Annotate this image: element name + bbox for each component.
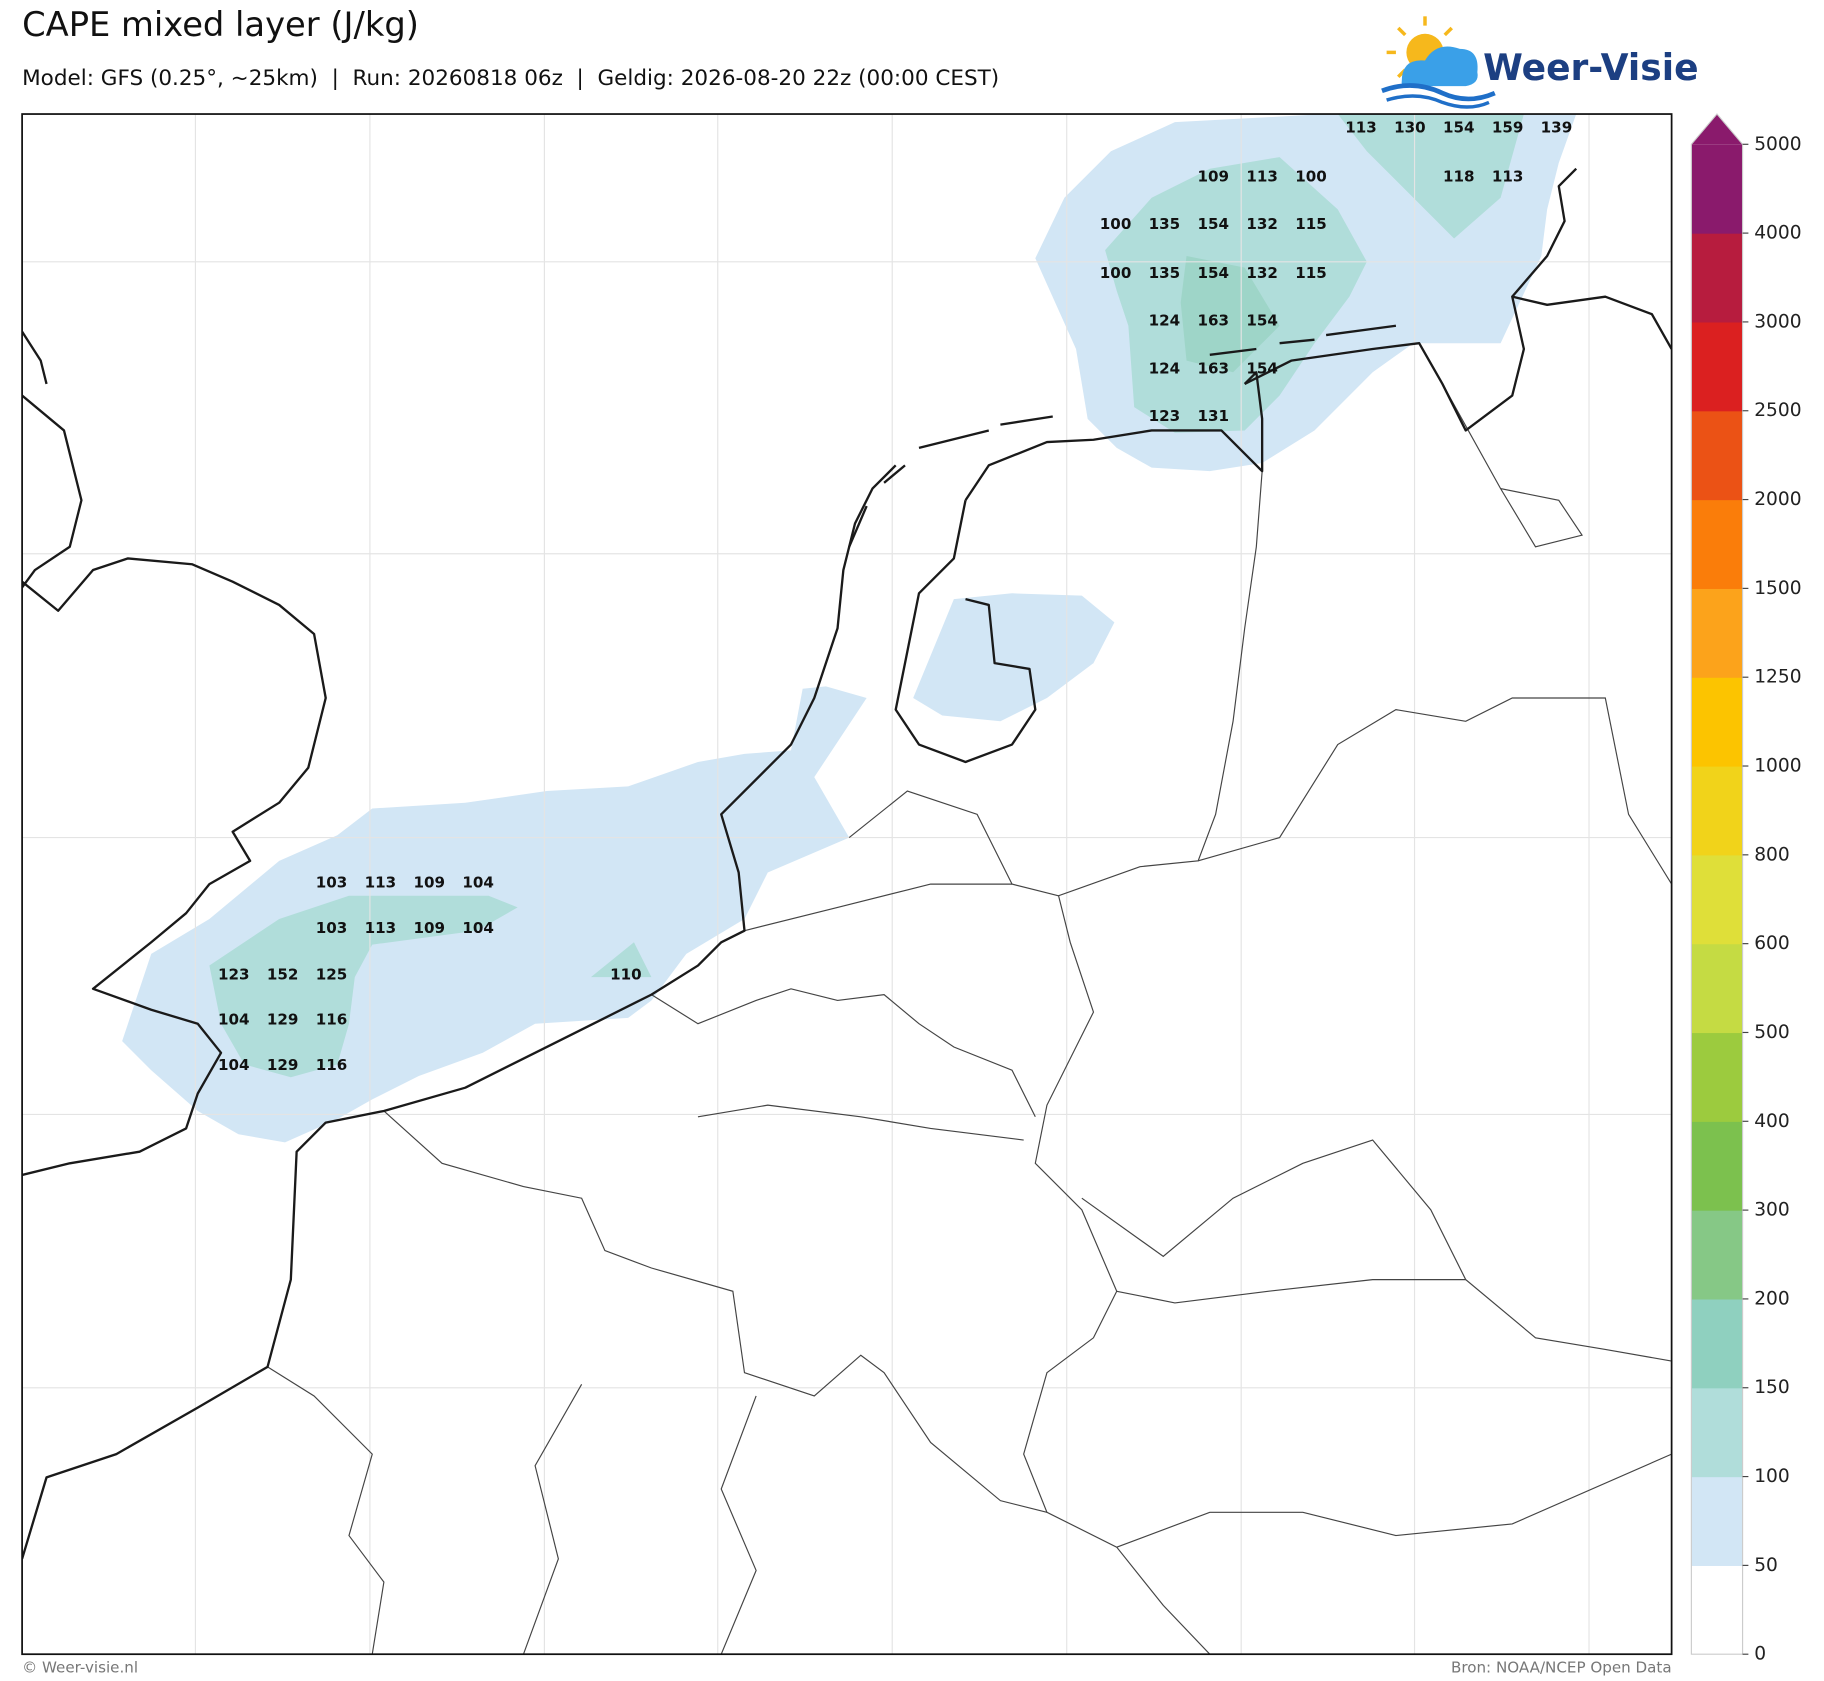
colorbar-tick-label: 500 (1754, 1022, 1790, 1043)
map: 113 130 154 159 139 109 113 100 118 113 100 135 154 1… (22, 114, 1672, 1655)
copyright: © Weer-visie.nl (22, 1659, 138, 1677)
cape-value: 131 (1198, 407, 1230, 425)
cape-value: 124 (1149, 312, 1181, 330)
colorbar-extend-arrow (1691, 114, 1743, 145)
logo-icon (1381, 16, 1496, 109)
colorbar-segment (1691, 144, 1743, 234)
colorbar-segment (1691, 1121, 1743, 1211)
source: Bron: NOAA/NCEP Open Data (1451, 1659, 1672, 1677)
logo-text: Weer-Visie (1483, 47, 1698, 89)
cape-value: 124 (1149, 359, 1181, 377)
cape-value: 113 (1492, 167, 1524, 185)
colorbar-segment (1691, 677, 1743, 767)
colorbar-tick-label: 2000 (1754, 489, 1801, 510)
cape-value: 163 (1198, 359, 1230, 377)
cape-value: 132 (1246, 215, 1278, 233)
colorbar-segment (1691, 233, 1743, 323)
cape-value: 129 (267, 1056, 299, 1074)
cape-value: 104 (218, 1011, 250, 1029)
colorbar-segment (1691, 410, 1743, 501)
colorbar: 0 50 100 150 200 300 400 500 600 800 1000 1250 1500 2… (1690, 113, 1802, 1665)
cape-value: 104 (462, 873, 494, 891)
cape-value: 103 (316, 919, 348, 937)
borders (267, 383, 1672, 1655)
cape-value: 100 (1100, 264, 1132, 282)
cape-value: 113 (1345, 119, 1377, 137)
cape-value: 103 (316, 873, 348, 891)
cape-value: 125 (316, 965, 348, 983)
cape-value: 163 (1198, 312, 1230, 330)
colorbar-segment (1691, 499, 1743, 589)
colorbar-segment (1691, 766, 1743, 856)
colorbar-segment (1691, 854, 1743, 945)
cape-value: 109 (1198, 167, 1230, 185)
colorbar-segment (1691, 1032, 1743, 1122)
colorbar-tick-label: 50 (1754, 1555, 1778, 1576)
colorbar-tick-label: 200 (1754, 1288, 1790, 1309)
cape-value: 129 (267, 1011, 299, 1029)
cape-shading (122, 114, 1577, 1143)
cape-value: 113 (365, 873, 397, 891)
cape-value: 113 (365, 919, 397, 937)
cape-value: 115 (1295, 264, 1327, 282)
colorbar-tick-label: 1250 (1754, 667, 1801, 688)
colorbar-tick-label: 600 (1754, 933, 1790, 954)
colorbar-segment (1691, 1210, 1743, 1300)
cape-value: 110 (610, 965, 642, 983)
colorbar-segment (1691, 1298, 1743, 1389)
colorbar-segment (1691, 1387, 1743, 1478)
cape-value: 100 (1295, 167, 1327, 185)
colorbar-tick-label: 2500 (1754, 400, 1801, 421)
cape-value: 123 (218, 965, 250, 983)
colorbar-outline (1690, 113, 1744, 1655)
colorbar-tick-label: 100 (1754, 1466, 1790, 1487)
cape-labels: 113 130 154 159 139 109 113 100 118 113 100 135 154 1… (218, 119, 1572, 1075)
cape-value: 104 (218, 1056, 250, 1074)
cape-value: 115 (1295, 215, 1327, 233)
colorbar-tick-label: 1000 (1754, 756, 1801, 777)
map-frame (21, 113, 1673, 1656)
colorbar-tick-label: 5000 (1754, 134, 1801, 155)
cape-value: 109 (413, 873, 445, 891)
cape-value: 116 (316, 1056, 348, 1074)
cape-value: 130 (1394, 119, 1426, 137)
colorbar-tick-label: 4000 (1754, 223, 1801, 244)
title: CAPE mixed layer (J/kg) (22, 5, 419, 44)
colorbar-tick-label: 150 (1754, 1377, 1790, 1398)
cape-value: 154 (1198, 215, 1230, 233)
colorbar-segment (1691, 1565, 1743, 1655)
colorbar-tick-label: 400 (1754, 1111, 1790, 1132)
cape-value: 118 (1443, 167, 1475, 185)
cape-value: 152 (267, 965, 299, 983)
cape-value: 132 (1246, 264, 1278, 282)
subtitle: Model: GFS (0.25°, ~25km) | Run: 2026081… (22, 66, 999, 91)
cape-value: 154 (1246, 312, 1278, 330)
colorbar-tick-label: 0 (1754, 1644, 1766, 1665)
cape-value: 159 (1492, 119, 1524, 137)
cape-value: 109 (413, 919, 445, 937)
colorbar-segment (1691, 321, 1743, 412)
cape-value: 116 (316, 1011, 348, 1029)
cape-value: 123 (1149, 407, 1181, 425)
colorbar-tick-label: 3000 (1754, 311, 1801, 332)
cape-value: 135 (1149, 264, 1181, 282)
colorbar-tick-label: 1500 (1754, 578, 1801, 599)
colorbar-tick-label: 300 (1754, 1200, 1790, 1221)
cape-value: 104 (462, 919, 494, 937)
cape-value: 100 (1100, 215, 1132, 233)
colorbar-segment (1691, 1476, 1743, 1566)
cape-value: 154 (1246, 359, 1278, 377)
cape-value: 139 (1541, 119, 1573, 137)
coastlines (22, 167, 1672, 1560)
cape-value: 154 (1443, 119, 1475, 137)
colorbar-segment (1691, 943, 1743, 1034)
cape-value: 154 (1198, 264, 1230, 282)
logo: Weer-Visie (1381, 16, 1699, 109)
cape-value: 135 (1149, 215, 1181, 233)
colorbar-tick-label: 800 (1754, 844, 1790, 865)
colorbar-segment (1691, 588, 1743, 678)
cape-value: 113 (1246, 167, 1278, 185)
